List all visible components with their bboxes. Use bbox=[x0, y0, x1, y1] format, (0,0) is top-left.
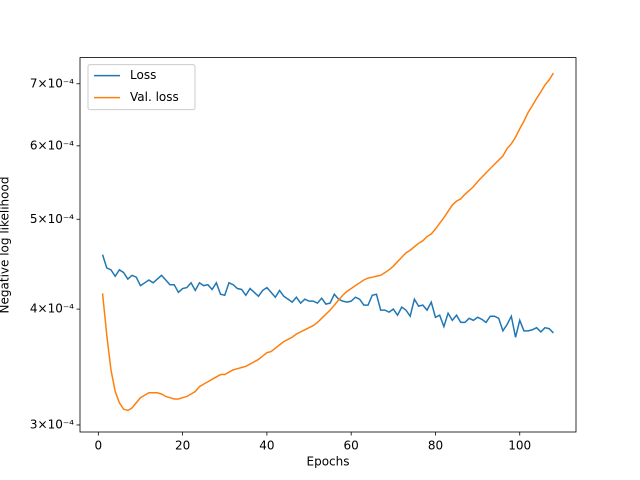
y-tick-label: 7×10⁻⁴ bbox=[30, 76, 74, 90]
legend-label: Loss bbox=[130, 68, 156, 82]
y-tick-label: 5×10⁻⁴ bbox=[30, 212, 74, 226]
y-tick-label: 4×10⁻⁴ bbox=[30, 302, 74, 316]
x-tick-label: 20 bbox=[175, 439, 190, 453]
plot-frame bbox=[79, 57, 577, 433]
x-tick-label: 40 bbox=[259, 439, 274, 453]
y-tick-label: 6×10⁻⁴ bbox=[30, 138, 74, 152]
y-tick-label: 3×10⁻⁴ bbox=[30, 417, 74, 431]
x-tick-label: 60 bbox=[344, 439, 359, 453]
x-axis-label: Epochs bbox=[307, 455, 350, 469]
series-line bbox=[101, 254, 554, 338]
x-tick-label: 100 bbox=[508, 439, 531, 453]
y-axis-label: Negative log likelihood bbox=[0, 177, 12, 314]
x-tick-label: 80 bbox=[428, 439, 443, 453]
x-tick-label: 0 bbox=[95, 439, 103, 453]
series-line bbox=[101, 72, 555, 412]
legend-label: Val. loss bbox=[130, 90, 179, 104]
